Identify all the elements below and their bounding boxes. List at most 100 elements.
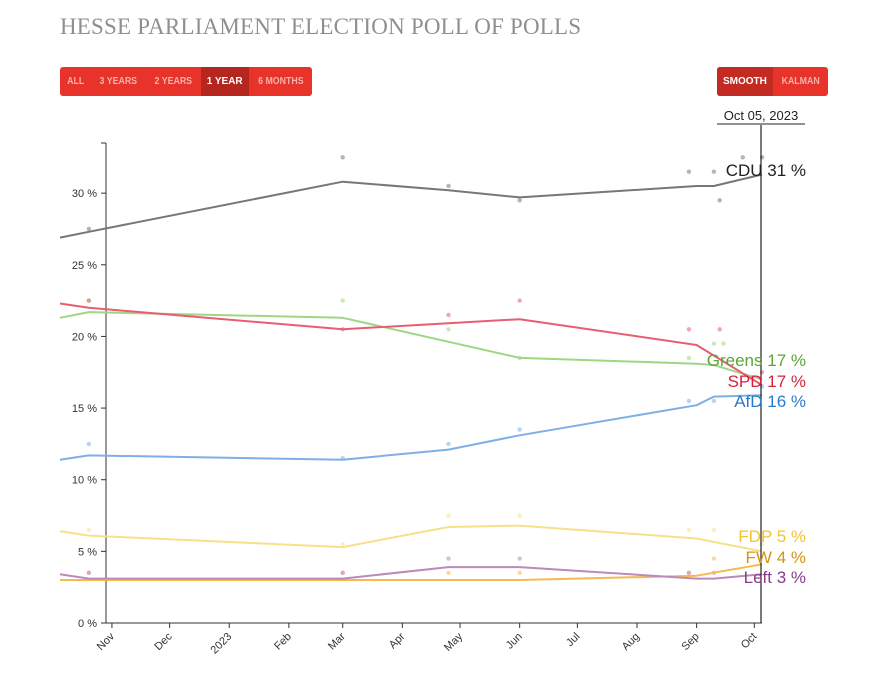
end-labels: CDU 31 %Greens 17 %SPD 17 %AfD 16 %FDP 5… bbox=[707, 161, 806, 587]
left-poll-point bbox=[86, 570, 92, 576]
spd-party-name: SPD bbox=[728, 372, 768, 391]
afd-poll-point bbox=[517, 427, 522, 432]
y-tick-label: 30 % bbox=[72, 188, 97, 200]
range-1-year-button[interactable]: 1 YEAR bbox=[200, 67, 249, 96]
greens-poll-point bbox=[686, 355, 692, 361]
afd-poll-point bbox=[711, 398, 717, 404]
cursor-date-label: Oct 05, 2023 bbox=[724, 108, 798, 123]
greens-poll-point bbox=[711, 341, 717, 346]
fdp-poll-point bbox=[517, 513, 522, 518]
greens-poll-point bbox=[340, 298, 345, 303]
fdp-poll-point bbox=[340, 541, 345, 547]
afd-value: 16 % bbox=[767, 392, 806, 411]
left-poll-point bbox=[686, 570, 692, 576]
spd-trend-line bbox=[59, 302, 763, 386]
fdp-end-label: FDP 5 % bbox=[738, 527, 806, 546]
greens-trend-line bbox=[59, 311, 763, 381]
spd-poll-point bbox=[517, 298, 522, 303]
afd-party-name: AfD bbox=[734, 392, 767, 411]
fw-value: 4 % bbox=[777, 548, 806, 567]
fdp-value: 5 % bbox=[777, 527, 806, 546]
range-button-group: ALL 3 YEARS 2 YEARS 1 YEAR 6 MONTHS bbox=[60, 67, 313, 96]
afd-poll-point bbox=[86, 441, 92, 447]
fw-party-name: FW bbox=[746, 548, 777, 567]
x-tick-label: Apr bbox=[387, 630, 408, 651]
x-tick-label: 2023 bbox=[209, 631, 235, 657]
cdu-poll-point bbox=[717, 198, 722, 203]
greens-end-label: Greens 17 % bbox=[707, 351, 806, 370]
x-tick-label: Mar bbox=[326, 630, 348, 652]
greens-poll-point bbox=[721, 341, 726, 346]
x-tick-label: Jun bbox=[504, 631, 525, 652]
x-tick-label: Nov bbox=[95, 630, 118, 653]
range-all-button[interactable]: ALL bbox=[67, 76, 85, 87]
range-6-months-button[interactable]: 6 MONTHS bbox=[257, 76, 304, 87]
y-tick-label: 20 % bbox=[72, 331, 97, 343]
x-tick-label: Oct bbox=[739, 631, 760, 652]
spd-value: 17 % bbox=[767, 372, 806, 391]
afd-trend-line bbox=[59, 394, 763, 461]
range-2-years-button[interactable]: 2 YEARS bbox=[154, 76, 193, 87]
fdp-poll-point bbox=[86, 527, 92, 533]
afd-end-label: AfD 16 % bbox=[734, 392, 806, 411]
x-tick-label: May bbox=[442, 630, 466, 654]
left-poll-point bbox=[446, 556, 451, 561]
y-tick-label: 5 % bbox=[78, 546, 97, 558]
fw-trend-line bbox=[60, 563, 763, 581]
afd-poll-point bbox=[446, 441, 451, 447]
y-tick-label: 15 % bbox=[72, 403, 97, 415]
x-tick-label: Feb bbox=[272, 631, 294, 653]
fw-poll-point bbox=[446, 570, 451, 576]
spd-poll-point bbox=[86, 298, 92, 303]
fw-end-label: FW 4 % bbox=[746, 548, 806, 567]
poll-points bbox=[86, 155, 765, 576]
y-tick-label: 10 % bbox=[72, 475, 97, 487]
cdu-party-name: CDU bbox=[726, 161, 768, 180]
afd-poll-point bbox=[686, 398, 692, 404]
smoothing-method-group: SMOOTH KALMAN bbox=[717, 67, 829, 96]
method-kalman-button[interactable]: KALMAN bbox=[781, 76, 820, 87]
spd-poll-point bbox=[446, 312, 451, 318]
spd-poll-point bbox=[686, 327, 692, 332]
fdp-poll-point bbox=[711, 527, 717, 533]
cdu-end-label: CDU 31 % bbox=[726, 161, 806, 180]
range-3-years-button[interactable]: 3 YEARS bbox=[100, 76, 138, 87]
fw-poll-point bbox=[711, 556, 717, 561]
chart-axes: 0 % 5 % 10 % 15 % 20 % 25 % 30 % Nov Dec 2023 Feb M… bbox=[72, 142, 762, 657]
cdu-poll-point bbox=[86, 226, 92, 232]
left-party-name: Left bbox=[744, 568, 777, 587]
x-tick-label: Jul bbox=[564, 631, 582, 649]
greens-poll-point bbox=[446, 327, 451, 332]
y-tick-label: 25 % bbox=[72, 260, 97, 272]
fdp-trend-line bbox=[59, 524, 763, 553]
page-title: HESSE PARLIAMENT ELECTION POLL OF POLLS bbox=[60, 14, 582, 39]
cdu-poll-point bbox=[340, 155, 345, 160]
fw-poll-point bbox=[517, 570, 522, 576]
cdu-value: 31 % bbox=[767, 161, 806, 180]
left-poll-point bbox=[340, 570, 345, 576]
cdu-poll-point bbox=[446, 183, 451, 189]
cdu-trend-line bbox=[59, 173, 763, 239]
left-trend-line bbox=[59, 566, 763, 580]
date-cursor[interactable]: Oct 05, 2023 bbox=[717, 108, 805, 623]
left-end-label: Left 3 % bbox=[744, 568, 806, 587]
spd-end-label: SPD 17 % bbox=[728, 372, 806, 391]
left-value: 3 % bbox=[777, 568, 806, 587]
fdp-poll-point bbox=[446, 513, 451, 518]
greens-party-name: Greens bbox=[707, 351, 767, 370]
left-poll-point bbox=[517, 556, 522, 561]
y-tick-label: 0 % bbox=[78, 618, 97, 630]
x-tick-label: Dec bbox=[152, 630, 175, 653]
spd-poll-point bbox=[717, 327, 722, 332]
cdu-poll-point bbox=[517, 198, 522, 203]
method-smooth-button[interactable]: SMOOTH bbox=[717, 67, 773, 96]
cdu-poll-point bbox=[740, 155, 745, 160]
x-tick-label: Aug bbox=[620, 631, 642, 653]
trend-lines bbox=[59, 173, 763, 581]
greens-value: 17 % bbox=[767, 351, 806, 370]
fdp-party-name: FDP bbox=[738, 527, 776, 546]
fdp-poll-point bbox=[686, 527, 692, 533]
x-tick-label: Sep bbox=[679, 631, 701, 653]
cdu-poll-point bbox=[686, 169, 692, 174]
